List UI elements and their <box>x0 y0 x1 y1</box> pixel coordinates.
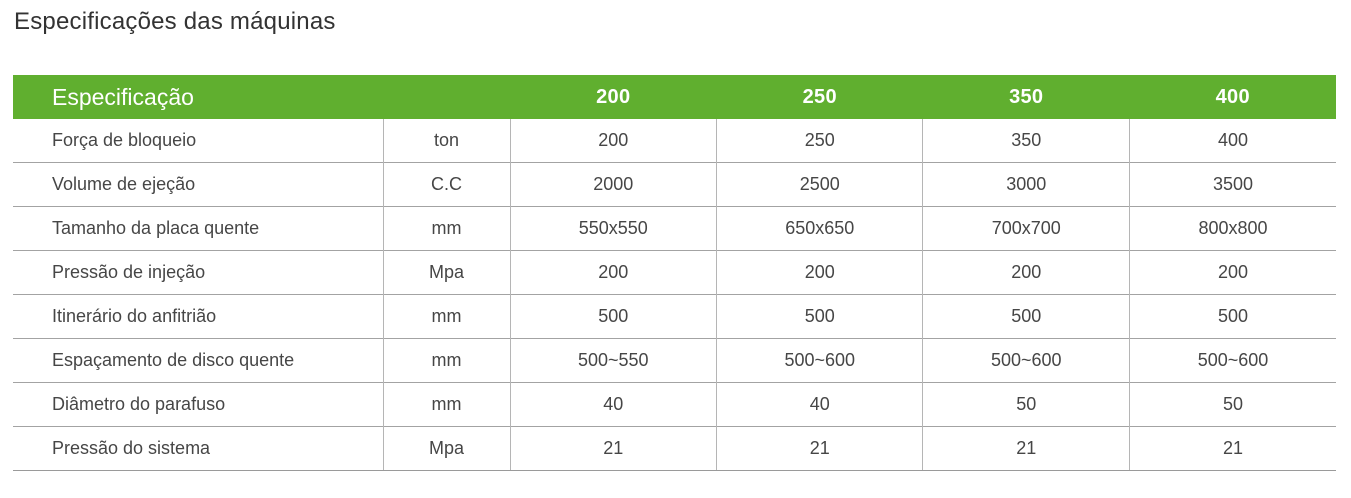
table-row: Pressão do sistema Mpa 21 21 21 21 <box>13 426 1336 471</box>
row-label: Pressão de injeção <box>13 250 383 295</box>
row-label: Força de bloqueio <box>13 119 383 163</box>
table-row: Pressão de injeção Mpa 200 200 200 200 <box>13 250 1336 295</box>
header-col-400: 400 <box>1129 75 1336 119</box>
header-specification-label: Especificação <box>13 75 511 119</box>
row-value: 550x550 <box>509 206 717 251</box>
row-value: 3000 <box>922 162 1130 207</box>
row-value: 2500 <box>715 162 923 207</box>
row-value: 650x650 <box>715 206 923 251</box>
table-body: Força de bloqueio ton 200 250 350 400 Volume d… <box>13 119 1336 471</box>
row-unit: C.C <box>382 162 511 207</box>
header-col-350: 350 <box>922 75 1130 119</box>
row-value: 400 <box>1128 119 1336 163</box>
row-value: 800x800 <box>1128 206 1336 251</box>
row-unit: Mpa <box>382 426 511 471</box>
table-row: Volume de ejeção C.C 2000 2500 3000 3500 <box>13 162 1336 207</box>
row-value: 21 <box>922 426 1130 471</box>
row-value: 500~600 <box>1128 338 1336 383</box>
row-value: 500~600 <box>922 338 1130 383</box>
row-value: 50 <box>1128 382 1336 427</box>
page-title: Especificações das máquinas <box>14 8 336 35</box>
row-label: Pressão do sistema <box>13 426 383 471</box>
row-value: 200 <box>1128 250 1336 295</box>
row-value: 21 <box>509 426 717 471</box>
row-value: 21 <box>715 426 923 471</box>
row-value: 500~550 <box>509 338 717 383</box>
row-value: 500 <box>715 294 923 339</box>
table-row: Tamanho da placa quente mm 550x550 650x650 7… <box>13 206 1336 251</box>
row-unit: mm <box>382 294 511 339</box>
row-unit: mm <box>382 382 511 427</box>
row-label: Tamanho da placa quente <box>13 206 383 251</box>
row-value: 40 <box>509 382 717 427</box>
row-value: 200 <box>509 119 717 163</box>
row-value: 21 <box>1128 426 1336 471</box>
row-label: Espaçamento de disco quente <box>13 338 383 383</box>
row-value: 200 <box>922 250 1130 295</box>
row-value: 350 <box>922 119 1130 163</box>
header-col-250: 250 <box>716 75 923 119</box>
row-label: Diâmetro do parafuso <box>13 382 383 427</box>
row-unit: Mpa <box>382 250 511 295</box>
row-value: 2000 <box>509 162 717 207</box>
header-col-200: 200 <box>510 75 717 119</box>
row-value: 200 <box>509 250 717 295</box>
table-row: Itinerário do anfitrião mm 500 500 500 500 <box>13 294 1336 339</box>
row-value: 200 <box>715 250 923 295</box>
row-label: Volume de ejeção <box>13 162 383 207</box>
row-value: 3500 <box>1128 162 1336 207</box>
row-value: 50 <box>922 382 1130 427</box>
row-unit: mm <box>382 206 511 251</box>
row-value: 250 <box>715 119 923 163</box>
table-row: Espaçamento de disco quente mm 500~550 500~… <box>13 338 1336 383</box>
row-value: 40 <box>715 382 923 427</box>
table-header-row: Especificação 200 250 350 400 <box>13 75 1336 119</box>
row-value: 700x700 <box>922 206 1130 251</box>
row-label: Itinerário do anfitrião <box>13 294 383 339</box>
table-row: Diâmetro do parafuso mm 40 40 50 50 <box>13 382 1336 427</box>
row-value: 500 <box>922 294 1130 339</box>
row-unit: ton <box>382 119 511 163</box>
row-value: 500 <box>509 294 717 339</box>
row-value: 500 <box>1128 294 1336 339</box>
row-unit: mm <box>382 338 511 383</box>
row-value: 500~600 <box>715 338 923 383</box>
table-row: Força de bloqueio ton 200 250 350 400 <box>13 119 1336 163</box>
machine-spec-table: Especificação 200 250 350 400 Força de bloq… <box>13 75 1336 471</box>
